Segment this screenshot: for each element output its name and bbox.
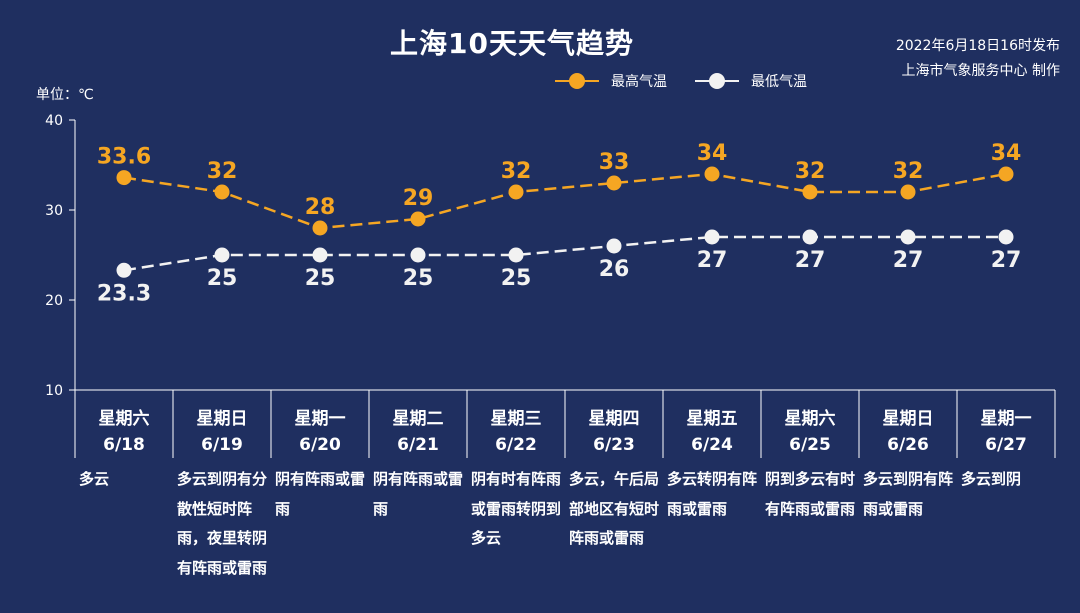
day-header: 星期六 6/25 (761, 392, 859, 455)
day-weekday: 星期二 (392, 409, 444, 429)
day-weather-description: 多云 (79, 470, 110, 488)
day-weekday: 星期六 (98, 409, 150, 429)
data-label-min: 25 (207, 266, 238, 291)
data-point-max (606, 175, 622, 191)
data-point-min (998, 229, 1014, 245)
data-point-min (802, 229, 818, 245)
data-label-min: 25 (305, 266, 336, 291)
day-weather-description: 阴到多云有时有阵雨或雷雨 (765, 470, 856, 518)
y-tick-label: 40 (45, 113, 63, 129)
day-date: 6/27 (985, 435, 1027, 455)
day-date: 6/22 (495, 435, 537, 455)
day-weekday: 星期六 (784, 409, 836, 429)
y-tick-label: 10 (45, 383, 63, 399)
day-header: 星期五 6/24 (663, 392, 761, 455)
day-weather-description: 阴有时有阵雨或雷雨转阴到多云 (471, 470, 562, 547)
day-date: 6/23 (593, 435, 635, 455)
data-point-min (704, 229, 720, 245)
data-label-min: 27 (795, 248, 826, 273)
legend-label-min: 最低气温 (751, 74, 807, 90)
data-point-max (704, 166, 720, 182)
chart-title: 上海10天天气趋势 (390, 27, 634, 60)
day-weekday: 星期三 (490, 409, 542, 429)
day-date: 6/21 (397, 435, 439, 455)
data-label-min: 25 (501, 266, 532, 291)
data-label-min: 26 (599, 257, 630, 282)
data-label-max: 33.6 (97, 145, 151, 170)
day-date: 6/25 (789, 435, 831, 455)
data-label-max: 29 (403, 186, 434, 211)
day-weather-description: 多云到阴 (961, 470, 1022, 488)
day-weekday: 星期一 (980, 409, 1032, 429)
day-date: 6/19 (201, 435, 243, 455)
data-point-max (802, 184, 818, 200)
day-weather-description: 阴有阵雨或雷雨 (275, 470, 366, 518)
y-tick-label: 20 (45, 293, 63, 309)
data-label-max: 34 (991, 141, 1022, 166)
data-point-min (410, 247, 426, 263)
legend-swatch-max-icon (555, 73, 599, 89)
data-label-min: 27 (991, 248, 1022, 273)
data-label-min: 25 (403, 266, 434, 291)
data-label-max: 33 (599, 150, 630, 175)
data-label-min: 27 (893, 248, 924, 273)
series-line-max (123, 172, 1007, 230)
day-weekday: 星期一 (294, 409, 346, 429)
day-weather-description: 多云到阴有分散性短时阵雨，夜里转阴有阵雨或雷雨 (177, 470, 268, 577)
series-line-min (123, 235, 1006, 272)
publish-info: 2022年6月18日16时发布 上海市气象服务中心 制作 (896, 34, 1060, 84)
data-point-min (214, 247, 230, 263)
day-weather-description: 多云，午后局部地区有短时阵雨或雷雨 (569, 470, 660, 547)
day-weekday: 星期四 (588, 409, 640, 429)
data-point-min (508, 247, 524, 263)
legend-label-max: 最高气温 (611, 74, 667, 90)
data-point-max (116, 170, 132, 186)
data-point-max (214, 184, 230, 200)
day-date: 6/18 (103, 435, 145, 455)
day-date: 6/20 (299, 435, 341, 455)
data-label-max: 32 (795, 159, 826, 184)
day-header: 星期一 6/27 (957, 392, 1055, 455)
legend-item-min[interactable]: 最低气温 (695, 71, 807, 91)
data-label-max: 32 (501, 159, 532, 184)
data-label-max: 28 (305, 195, 336, 220)
data-label-min: 23.3 (97, 281, 151, 306)
data-label-max: 32 (893, 159, 924, 184)
data-point-max (312, 220, 328, 236)
day-header: 星期一 6/20 (271, 392, 369, 455)
day-weather-description: 阴有阵雨或雷雨 (373, 470, 464, 518)
data-point-min (116, 262, 132, 278)
day-header: 星期日 6/26 (859, 392, 957, 455)
day-weekday: 星期日 (196, 409, 248, 429)
day-header: 星期四 6/23 (565, 392, 663, 455)
legend-item-max[interactable]: 最高气温 (555, 71, 667, 91)
data-point-min (606, 238, 622, 254)
data-point-max (998, 166, 1014, 182)
day-weather-description: 多云转阴有阵雨或雷雨 (667, 470, 758, 518)
data-point-max (410, 211, 426, 227)
publish-time: 2022年6月18日16时发布 (895, 38, 1060, 54)
data-point-min (312, 247, 328, 263)
data-point-max (900, 184, 916, 200)
y-axis-unit: 单位：℃ (36, 87, 94, 103)
legend-swatch-min-icon (695, 73, 739, 89)
data-point-min (900, 229, 916, 245)
chart-legend: 最高气温 最低气温 (555, 70, 835, 92)
day-header: 星期六 6/18 (75, 392, 173, 455)
day-date: 6/24 (691, 435, 733, 455)
data-label-min: 27 (697, 248, 728, 273)
y-tick-label: 30 (45, 203, 63, 219)
day-weekday: 星期日 (882, 409, 934, 429)
day-weather-description: 多云到阴有阵雨或雷雨 (863, 470, 954, 518)
day-weekday: 星期五 (686, 409, 738, 429)
day-header: 星期二 6/21 (369, 392, 467, 455)
day-header: 星期日 6/19 (173, 392, 271, 455)
day-date: 6/26 (887, 435, 929, 455)
data-label-max: 32 (207, 159, 238, 184)
data-label-max: 34 (697, 141, 728, 166)
day-header: 星期三 6/22 (467, 392, 565, 455)
publisher: 上海市气象服务中心 制作 (901, 63, 1060, 79)
data-point-max (508, 184, 524, 200)
